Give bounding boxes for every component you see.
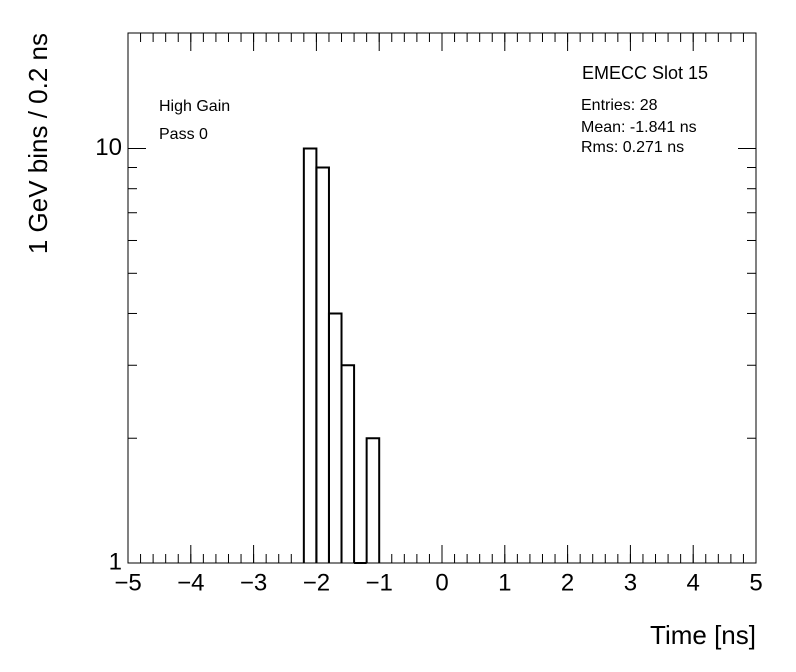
- x-tick-label: 0: [435, 569, 448, 596]
- x-tick-label: −1: [366, 569, 393, 596]
- stats-entry: Rms: 0.271 ns: [581, 139, 684, 156]
- y-tick-label: 1: [109, 548, 122, 575]
- histogram-bin: [302, 147, 318, 563]
- x-tick-label: −3: [240, 569, 267, 596]
- y-axis-title: 1 GeV bins / 0.2 ns: [23, 33, 53, 254]
- x-tick-label: 5: [749, 569, 762, 596]
- x-tick-label: −4: [177, 569, 204, 596]
- histogram-bin: [315, 166, 330, 563]
- y-tick-label: 10: [95, 134, 122, 161]
- x-axis-title: Time [ns]: [650, 620, 756, 650]
- x-tick-label: −5: [114, 569, 141, 596]
- chart-title: EMECC Slot 15: [582, 63, 708, 83]
- x-tick-label: 3: [624, 569, 637, 596]
- annotation: Pass 0: [159, 126, 208, 143]
- x-tick-label: 1: [498, 569, 511, 596]
- annotation: High Gain: [159, 98, 230, 115]
- stats-entry: Entries: 28: [581, 97, 658, 114]
- histogram-bin: [365, 437, 381, 563]
- x-tick-label: 2: [561, 569, 574, 596]
- stats-entry: Mean: -1.841 ns: [581, 119, 697, 136]
- x-tick-label: 4: [687, 569, 700, 596]
- histogram-bin: [340, 364, 356, 563]
- histogram-bin: [327, 312, 343, 563]
- x-tick-label: −2: [303, 569, 330, 596]
